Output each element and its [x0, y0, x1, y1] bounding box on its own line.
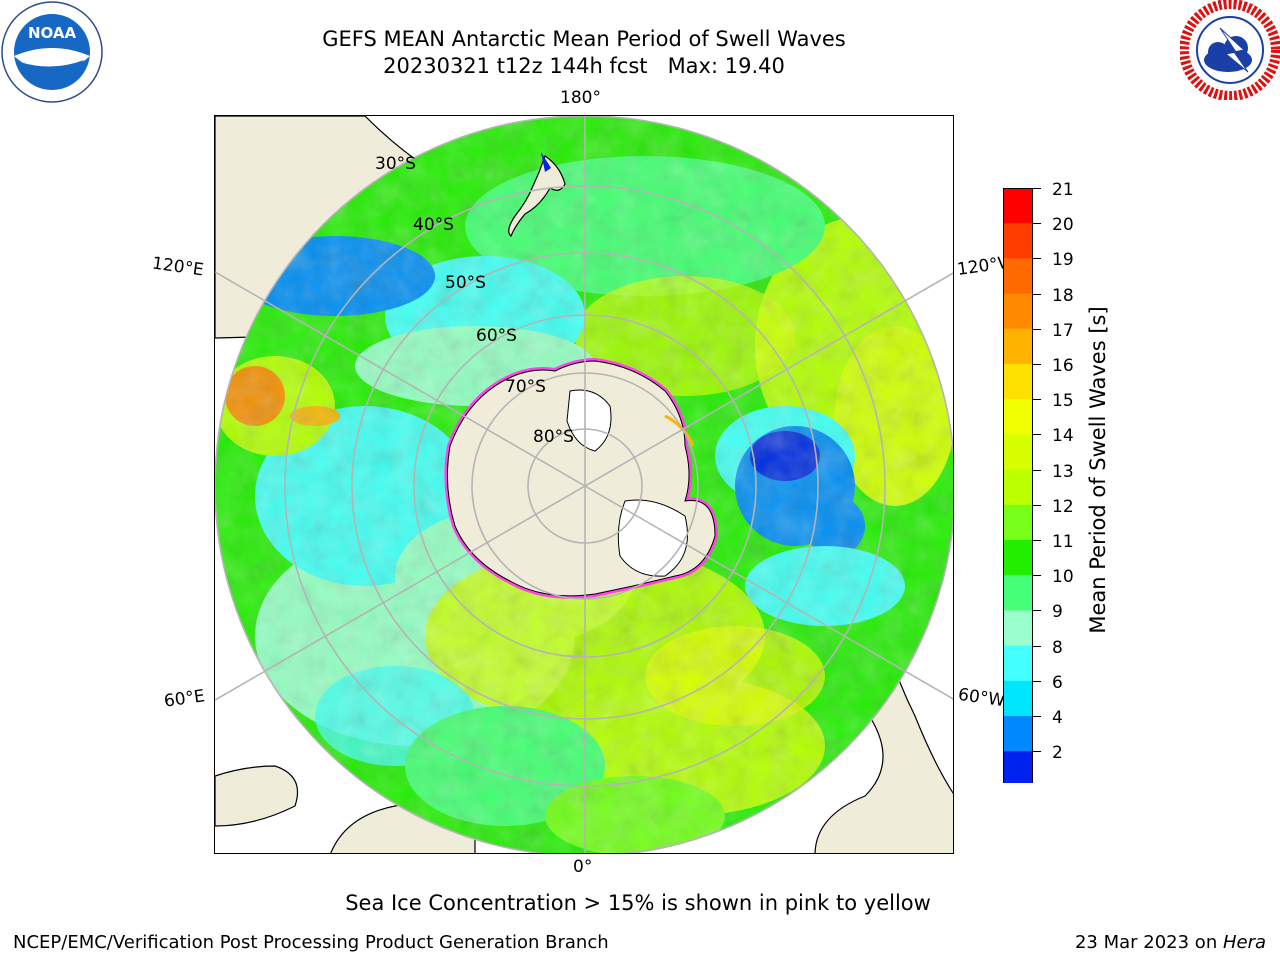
colorbar-tick-mark	[1033, 575, 1041, 577]
lat-label-40s: 40°S	[413, 215, 454, 235]
colorbar-tick-mark	[1033, 328, 1041, 330]
noaa-logo-icon: NOAA	[1, 1, 103, 103]
colorbar-tick-label: 13	[1052, 461, 1074, 482]
run-date: 23 Mar 2023 on Hera	[1075, 932, 1266, 953]
colorbar-swatch	[1003, 399, 1033, 435]
colorbar-swatch	[1003, 469, 1033, 506]
colorbar-tick-label: 2	[1052, 743, 1063, 764]
colorbar-swatch	[1003, 504, 1033, 541]
colorbar-tick-label: 19	[1052, 250, 1074, 271]
colorbar-tick-mark	[1033, 540, 1041, 541]
colorbar-tick-mark	[1033, 399, 1041, 401]
colorbar-tick-label: 21	[1052, 180, 1074, 200]
colorbar-swatch	[1003, 293, 1033, 330]
colorbar-tick-mark	[1033, 223, 1041, 225]
colorbar-tick-mark	[1033, 293, 1041, 295]
colorbar-swatch	[1003, 645, 1033, 682]
colorbar-tick-mark	[1033, 504, 1041, 506]
colorbar-label: Mean Period of Swell Waves [s]	[1086, 306, 1110, 634]
colorbar-swatch	[1003, 258, 1033, 295]
colorbar-swatch	[1003, 364, 1033, 400]
chart-title: GEFS MEAN Antarctic Mean Period of Swell…	[322, 27, 846, 51]
lon-label-0: 0°	[573, 857, 593, 877]
colorbar-tick-mark	[1033, 645, 1041, 647]
colorbar-tick-label: 6	[1052, 672, 1063, 693]
colorbar-swatch	[1003, 434, 1033, 471]
colorbar-tick-mark	[1033, 434, 1041, 436]
colorbar-swatch	[1003, 540, 1033, 576]
chart-subtitle: 20230321 t12z 144h fcst Max: 19.40	[383, 54, 785, 78]
nws-logo-icon	[1180, 0, 1280, 100]
colorbar-tick-label: 20	[1052, 215, 1074, 236]
colorbar-swatch	[1003, 575, 1033, 611]
credit-text: NCEP/EMC/Verification Post Processing Pr…	[13, 932, 609, 953]
colorbar-tick-label: 4	[1052, 708, 1063, 728]
noaa-logo-text: NOAA	[28, 24, 77, 42]
polar-map: 30°S 40°S 50°S 60°S 70°S 80°S	[214, 115, 954, 854]
colorbar-tick-mark	[1033, 610, 1041, 612]
colorbar-swatch	[1003, 610, 1033, 647]
colorbar-tick-label: 12	[1052, 496, 1074, 517]
colorbar-outline	[1003, 188, 1033, 783]
latitude-labels: 30°S 40°S 50°S 60°S 70°S 80°S	[375, 154, 574, 447]
colorbar-tick-label: 9	[1052, 602, 1063, 623]
colorbar-tick-label: 17	[1052, 320, 1074, 341]
colorbar-tick-mark	[1033, 716, 1041, 717]
colorbar-swatch	[1003, 328, 1033, 365]
colorbar-tick-mark	[1033, 680, 1041, 682]
lat-label-80s: 80°S	[533, 427, 574, 447]
colorbar-tick-mark	[1033, 469, 1041, 471]
lon-label-60w: 60°W	[956, 684, 1007, 712]
antarctica	[444, 358, 718, 599]
lat-label-30s: 30°S	[375, 154, 416, 174]
new-zealand	[508, 155, 566, 237]
lon-label-60e: 60°E	[162, 686, 207, 712]
lon-label-180: 180°	[560, 88, 601, 108]
colorbar-tick-label: 14	[1052, 426, 1074, 447]
colorbar-tick-label: 10	[1052, 567, 1074, 588]
colorbar-swatch	[1003, 188, 1033, 224]
lat-label-50s: 50°S	[445, 273, 486, 293]
colorbar	[1003, 188, 1033, 783]
colorbar-tick-label: 16	[1052, 356, 1074, 376]
graticule	[215, 116, 953, 853]
colorbar-swatch	[1003, 223, 1033, 259]
colorbar-tick-label: 15	[1052, 391, 1074, 412]
sea-ice-note: Sea Ice Concentration > 15% is shown in …	[345, 891, 931, 915]
lat-label-60s: 60°S	[476, 326, 517, 346]
colorbar-tick-label: 8	[1052, 637, 1063, 658]
colorbar-tick-mark	[1033, 364, 1041, 365]
colorbar-tick-label: 11	[1052, 532, 1074, 552]
lon-label-120e: 120°E	[150, 253, 205, 281]
colorbar-swatch	[1003, 716, 1033, 752]
colorbar-tick-mark	[1033, 188, 1041, 189]
colorbar-swatch	[1003, 751, 1033, 783]
machine-name: Hera	[1222, 932, 1266, 953]
colorbar-swatch	[1003, 680, 1033, 717]
colorbar-tick-mark	[1033, 258, 1041, 260]
lat-label-70s: 70°S	[505, 377, 546, 397]
run-date-text: 23 Mar 2023 on	[1074, 932, 1223, 953]
colorbar-tick-mark	[1033, 751, 1041, 753]
colorbar-tick-label: 18	[1052, 285, 1074, 306]
